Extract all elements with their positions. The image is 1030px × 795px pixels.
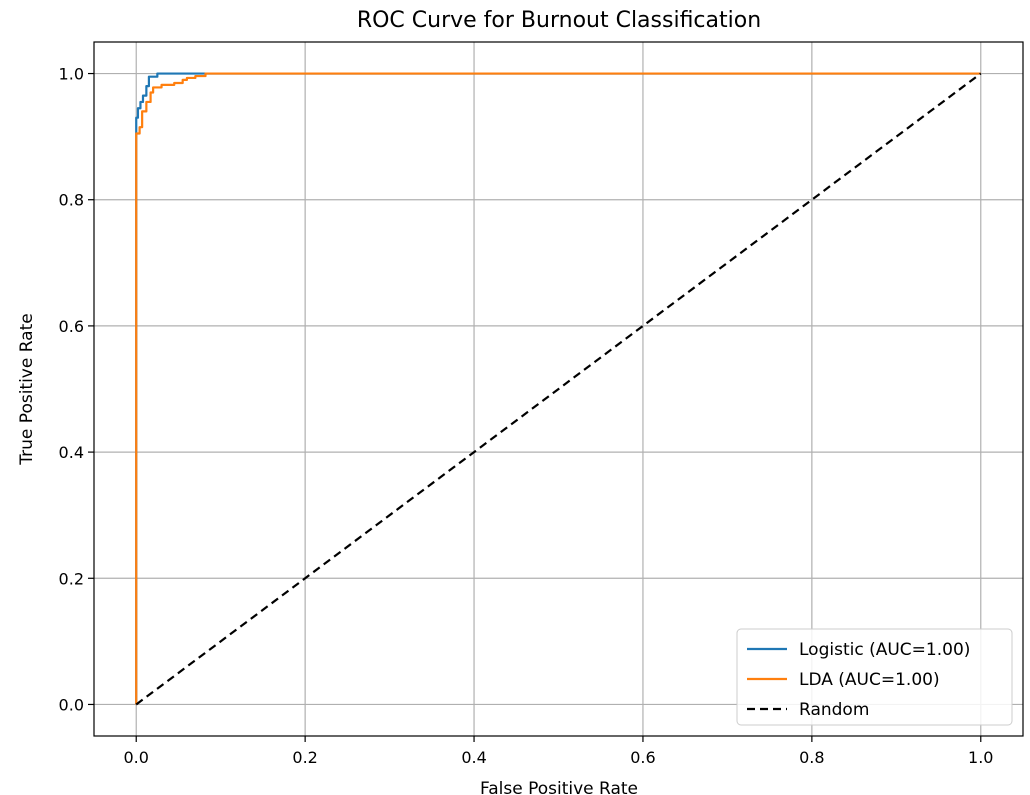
plot-area-frame <box>93 41 1024 737</box>
y-tick-label: 0.8 <box>59 191 84 210</box>
x-axis-label: False Positive Rate <box>480 779 638 795</box>
legend-label: Logistic (AUC=1.00) <box>799 640 970 660</box>
axis-ticks: 0.0 0.2 0.4 0.6 0.8 1.0 0.0 0.2 0.4 0.6 0.8 1.0 <box>59 65 994 767</box>
legend: Logistic (AUC=1.00) LDA (AUC=1.00) Random <box>736 628 1013 726</box>
legend-label: Random <box>799 700 869 720</box>
x-tick-label: 0.8 <box>799 748 824 767</box>
x-tick-label: 0.0 <box>124 748 149 767</box>
x-tick-label: 0.2 <box>292 748 317 767</box>
chart-title: ROC Curve for Burnout Classification <box>357 8 761 33</box>
y-tick-label: 0.2 <box>59 569 84 588</box>
legend-label: LDA (AUC=1.00) <box>799 670 940 690</box>
y-tick-label: 0.0 <box>59 695 84 714</box>
y-tick-label: 1.0 <box>59 65 84 84</box>
series-line-logistic <box>135 72 981 705</box>
series-line-random <box>135 72 982 706</box>
x-tick-label: 0.4 <box>461 748 486 767</box>
series-lines <box>135 72 982 706</box>
series-line-lda <box>135 72 981 705</box>
y-tick-label: 0.4 <box>59 443 84 462</box>
y-tick-label: 0.6 <box>59 317 84 336</box>
x-tick-label: 1.0 <box>968 748 993 767</box>
legend-box <box>736 628 1013 726</box>
x-tick-label: 0.6 <box>630 748 655 767</box>
y-axis-label: True Positive Rate <box>17 313 37 465</box>
